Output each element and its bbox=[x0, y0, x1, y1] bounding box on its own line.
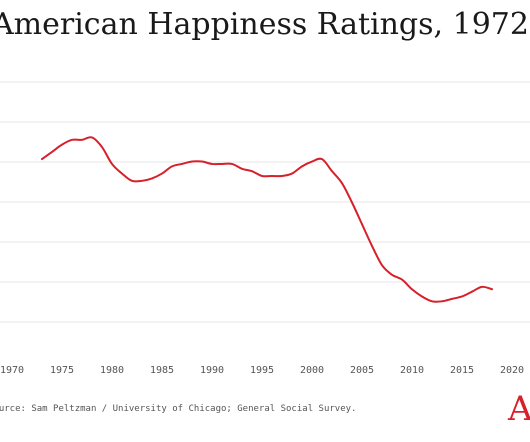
x-axis-ticks: 1970 1975 1980 1985 1990 1995 2000 2005 2010 2015… bbox=[0, 365, 524, 376]
gridlines bbox=[0, 81, 530, 323]
x-tick-label: 2015 bbox=[450, 365, 474, 376]
x-tick-label: 1995 bbox=[250, 365, 274, 376]
x-tick-label: 1975 bbox=[50, 365, 74, 376]
x-tick-label: 2010 bbox=[400, 365, 424, 376]
series-layer bbox=[41, 136, 493, 303]
x-tick-label: 1985 bbox=[150, 365, 174, 376]
x-tick-label: 1990 bbox=[200, 365, 224, 376]
x-tick-label: 2000 bbox=[300, 365, 324, 376]
x-tick-label: 1970 bbox=[0, 365, 24, 376]
brand-logo: A bbox=[507, 389, 530, 429]
series-line-0 bbox=[41, 136, 493, 303]
x-tick-label: 2005 bbox=[350, 365, 374, 376]
x-tick-label: 1980 bbox=[100, 365, 124, 376]
source-note: Source: Sam Peltzman / University of Chi… bbox=[0, 404, 356, 414]
chart-title: American Happiness Ratings, 1972–2018 bbox=[0, 7, 530, 42]
x-tick-label: 2020 bbox=[500, 365, 524, 376]
